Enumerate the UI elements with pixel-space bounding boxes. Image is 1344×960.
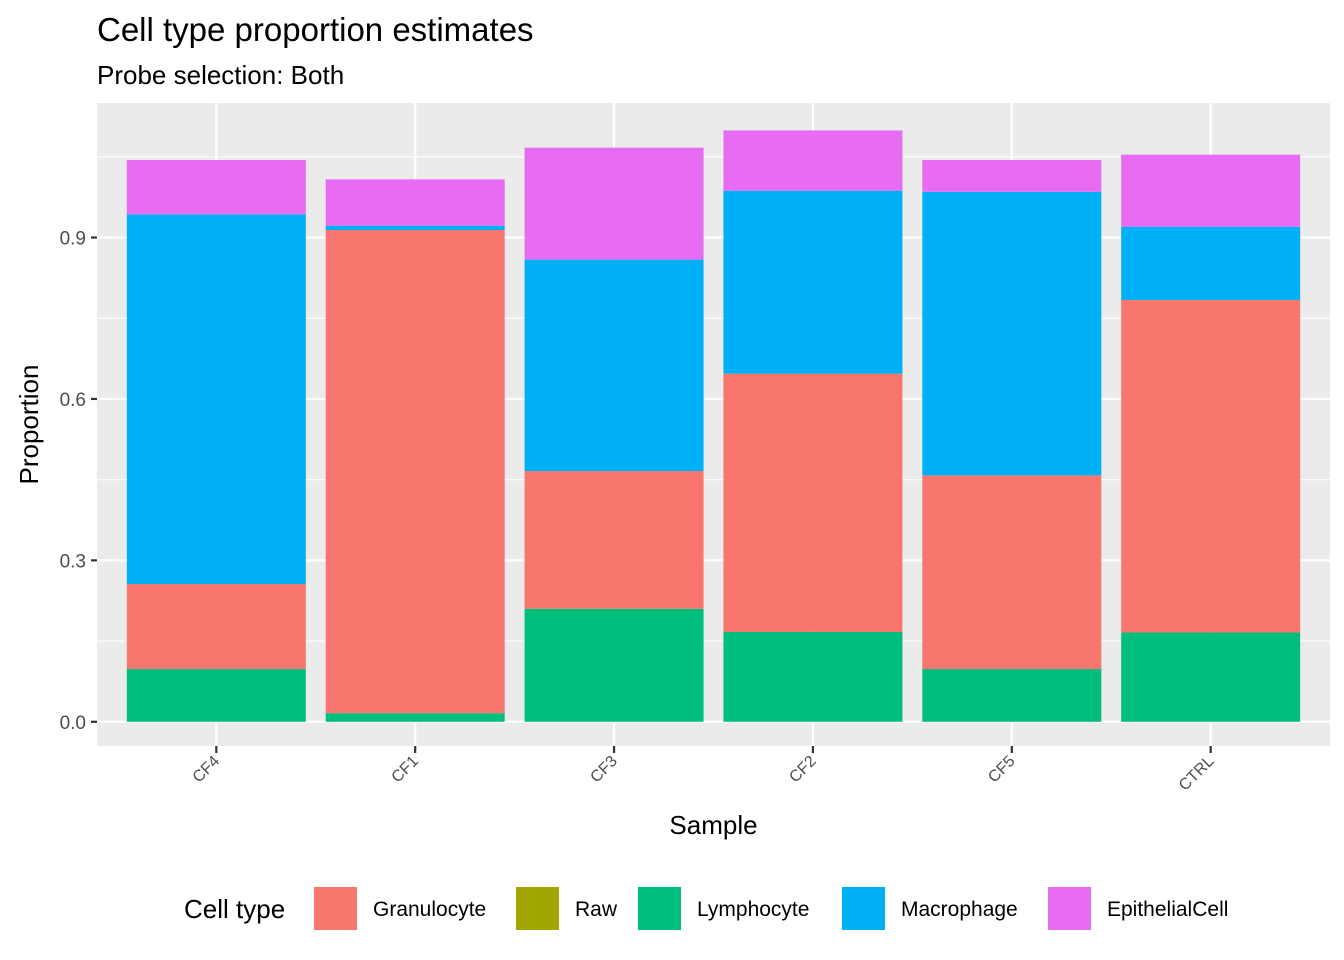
bar-ctrl-epithelialcell (1121, 154, 1301, 227)
bar-cf2-macrophage (723, 190, 903, 374)
x-axis-title: Sample (669, 810, 757, 840)
bar-cf4-lymphocyte (126, 669, 306, 722)
bar-cf1-macrophage (325, 225, 505, 230)
bar-cf2-epithelialcell (723, 130, 903, 191)
x-tick-label: CTRL (1176, 753, 1218, 795)
bar-cf1-granulocyte (325, 229, 505, 714)
bar-cf4-granulocyte (126, 584, 306, 670)
bar-ctrl-granulocyte (1121, 299, 1301, 633)
bar-cf3-lymphocyte (524, 608, 704, 722)
legend-key-macrophage (842, 887, 885, 930)
bar-cf4-epithelialcell (126, 160, 306, 215)
x-tick-label: CF4 (190, 753, 223, 786)
x-tick-label: CF1 (389, 753, 422, 786)
legend-key-raw (516, 887, 559, 930)
legend-key-lymphocyte (638, 887, 681, 930)
x-tick-label: CF3 (587, 753, 620, 786)
bar-cf5-lymphocyte (922, 669, 1102, 722)
y-tick-label: 0.3 (60, 551, 86, 572)
x-tick-label: CF2 (786, 753, 819, 786)
chart-title: Cell type proportion estimates (97, 11, 534, 48)
bar-cf3-macrophage (524, 259, 704, 472)
legend-label-granulocyte: Granulocyte (373, 898, 486, 921)
legend-label-macrophage: Macrophage (901, 898, 1018, 921)
bar-cf5-epithelialcell (922, 160, 1102, 192)
bar-cf5-granulocyte (922, 475, 1102, 670)
bar-ctrl-lymphocyte (1121, 632, 1301, 722)
legend: Cell type Granulocyte Raw Lymphocyte Macroph… (184, 887, 1228, 930)
y-tick-label: 0.9 (60, 229, 86, 250)
bar-cf1-lymphocyte (325, 713, 505, 722)
chart-subtitle: Probe selection: Both (97, 60, 345, 90)
bar-cf5-macrophage (922, 191, 1102, 476)
legend-key-granulocyte (314, 887, 357, 930)
legend-label-raw: Raw (575, 898, 618, 921)
x-tick-label: CF5 (985, 753, 1018, 786)
bar-cf4-macrophage (126, 214, 306, 585)
bar-ctrl-macrophage (1121, 226, 1301, 300)
y-axis-title: Proportion (14, 365, 44, 485)
legend-title: Cell type (184, 894, 285, 924)
bar-cf3-epithelialcell (524, 147, 704, 260)
bar-cf2-granulocyte (723, 373, 903, 632)
y-tick-label: 0.0 (60, 713, 86, 734)
bar-cf3-granulocyte (524, 471, 704, 609)
bar-cf2-lymphocyte (723, 631, 903, 722)
y-tick-label: 0.6 (60, 390, 86, 411)
legend-key-epithelialcell (1048, 887, 1091, 930)
legend-label-lymphocyte: Lymphocyte (697, 898, 809, 921)
bars-layer (126, 130, 1301, 722)
bar-cf1-epithelialcell (325, 179, 505, 226)
legend-label-epithelialcell: EpithelialCell (1107, 898, 1228, 921)
